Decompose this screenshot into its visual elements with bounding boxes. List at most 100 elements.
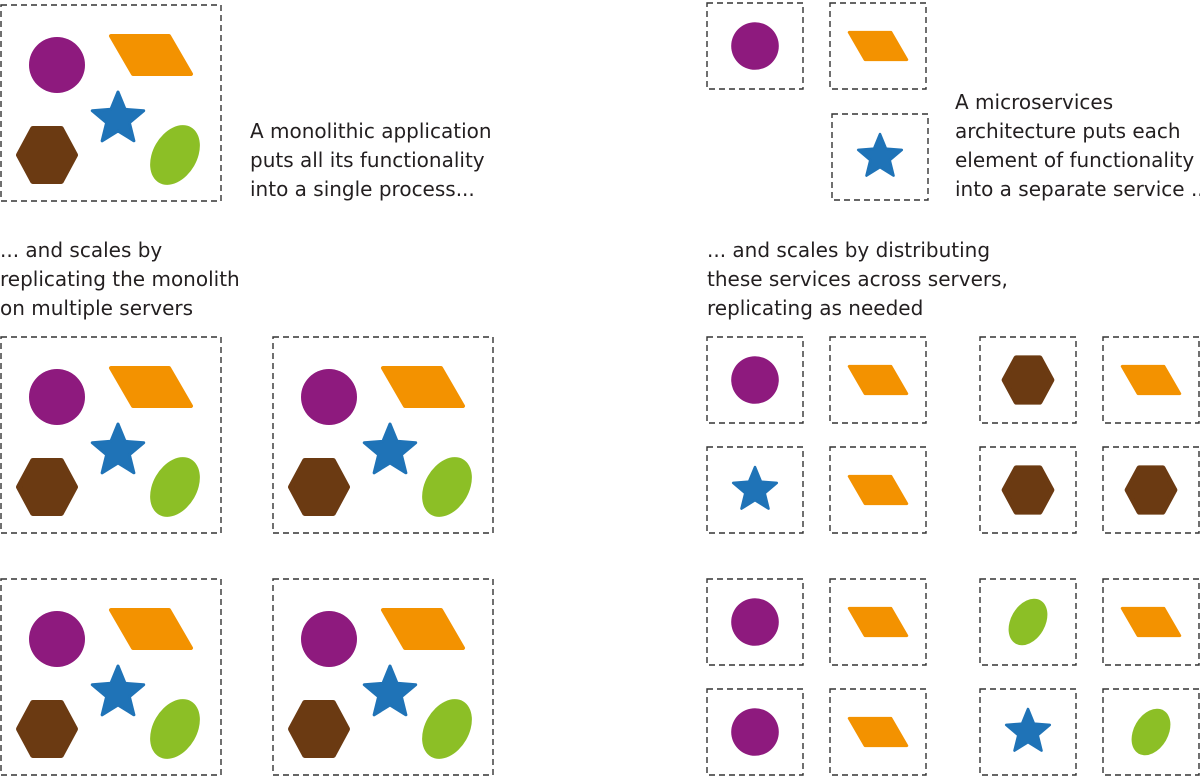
monolith-server xyxy=(0,336,222,534)
ellipse-shape xyxy=(422,457,472,517)
caption-line: replicating the monolith xyxy=(0,267,240,291)
caption-line: on multiple servers xyxy=(0,296,194,320)
server-box xyxy=(272,578,494,776)
parallelogram-shape xyxy=(847,716,909,748)
ellipse-shape xyxy=(150,699,200,759)
monolith-server xyxy=(272,578,494,776)
monolith-process xyxy=(0,4,222,202)
distributed-service-parallelogram xyxy=(829,446,927,534)
server-box xyxy=(0,4,222,202)
hexagon-shape xyxy=(288,458,350,516)
service-box xyxy=(829,2,927,90)
server-box xyxy=(272,336,494,534)
monolith-server xyxy=(0,578,222,776)
ellipse-shape xyxy=(150,125,200,185)
monolith-server xyxy=(272,336,494,534)
service-box xyxy=(829,688,927,776)
caption-line: replicating as needed xyxy=(707,296,924,320)
distributed-service-hexagon xyxy=(1102,446,1200,534)
distributed-service-ellipse xyxy=(979,578,1077,666)
circle-shape xyxy=(731,598,779,646)
service-box xyxy=(1102,336,1200,424)
service-box xyxy=(829,446,927,534)
parallelogram-shape xyxy=(109,34,193,76)
ellipse-shape xyxy=(150,457,200,517)
caption-line: into a separate service ... xyxy=(955,177,1200,201)
star-shape xyxy=(856,132,904,177)
star-shape xyxy=(90,422,146,475)
circle-shape xyxy=(731,22,779,70)
circle-shape xyxy=(29,369,85,425)
service-box xyxy=(979,578,1077,666)
service-box xyxy=(706,336,804,424)
hexagon-shape xyxy=(16,458,78,516)
service-box xyxy=(706,578,804,666)
caption-line: into a single process... xyxy=(250,177,475,201)
caption-line: architecture puts each xyxy=(955,119,1181,143)
circle-shape xyxy=(29,611,85,667)
caption-line: A microservices xyxy=(955,90,1114,114)
circle-shape xyxy=(301,369,357,425)
distributed-service-hexagon xyxy=(979,446,1077,534)
service-circle xyxy=(706,2,804,90)
parallelogram-shape xyxy=(381,366,465,408)
hexagon-shape xyxy=(288,700,350,758)
caption-line: A monolithic application xyxy=(250,119,492,143)
distributed-service-star xyxy=(979,688,1077,776)
distributed-service-ellipse xyxy=(1102,688,1200,776)
ellipse-shape xyxy=(1008,598,1048,646)
parallelogram-shape xyxy=(847,30,909,62)
monolith-scale-caption: ... and scales by replicating the monoli… xyxy=(0,236,240,323)
distributed-service-hexagon xyxy=(979,336,1077,424)
server-box xyxy=(0,336,222,534)
hexagon-shape xyxy=(1124,465,1178,515)
distributed-service-parallelogram xyxy=(1102,578,1200,666)
ellipse-shape xyxy=(1131,708,1171,756)
service-box xyxy=(706,2,804,90)
service-box xyxy=(831,113,929,201)
distributed-service-parallelogram xyxy=(829,578,927,666)
distributed-service-parallelogram xyxy=(829,688,927,776)
microservices-caption: A microservices architecture puts each e… xyxy=(955,88,1200,204)
service-box xyxy=(1102,688,1200,776)
circle-shape xyxy=(301,611,357,667)
service-box xyxy=(706,446,804,534)
hexagon-shape xyxy=(16,126,78,184)
star-shape xyxy=(731,465,779,510)
parallelogram-shape xyxy=(847,364,909,396)
service-star xyxy=(831,113,929,201)
star-shape xyxy=(1004,707,1052,752)
microservices-scale-caption: ... and scales by distributing these ser… xyxy=(707,236,1008,323)
caption-line: element of functionality xyxy=(955,148,1195,172)
ellipse-shape xyxy=(422,699,472,759)
caption-line: ... and scales by xyxy=(0,238,163,262)
distributed-service-parallelogram xyxy=(1102,336,1200,424)
caption-line: ... and scales by distributing xyxy=(707,238,991,262)
server-box xyxy=(0,578,222,776)
distributed-service-circle xyxy=(706,578,804,666)
hexagon-shape xyxy=(1001,355,1055,405)
star-shape xyxy=(90,90,146,143)
caption-line: these services across servers, xyxy=(707,267,1008,291)
circle-shape xyxy=(29,37,85,93)
parallelogram-shape xyxy=(109,366,193,408)
parallelogram-shape xyxy=(381,608,465,650)
caption-line: puts all its functionality xyxy=(250,148,485,172)
distributed-service-parallelogram xyxy=(829,336,927,424)
distributed-service-circle xyxy=(706,336,804,424)
hexagon-shape xyxy=(16,700,78,758)
parallelogram-shape xyxy=(847,606,909,638)
service-parallelogram xyxy=(829,2,927,90)
hexagon-shape xyxy=(1001,465,1055,515)
circle-shape xyxy=(731,356,779,404)
star-shape xyxy=(90,664,146,717)
service-box xyxy=(979,336,1077,424)
parallelogram-shape xyxy=(1120,364,1182,396)
parallelogram-shape xyxy=(847,474,909,506)
service-box xyxy=(979,446,1077,534)
service-box xyxy=(1102,446,1200,534)
service-box xyxy=(979,688,1077,776)
distributed-service-circle xyxy=(706,688,804,776)
distributed-service-star xyxy=(706,446,804,534)
